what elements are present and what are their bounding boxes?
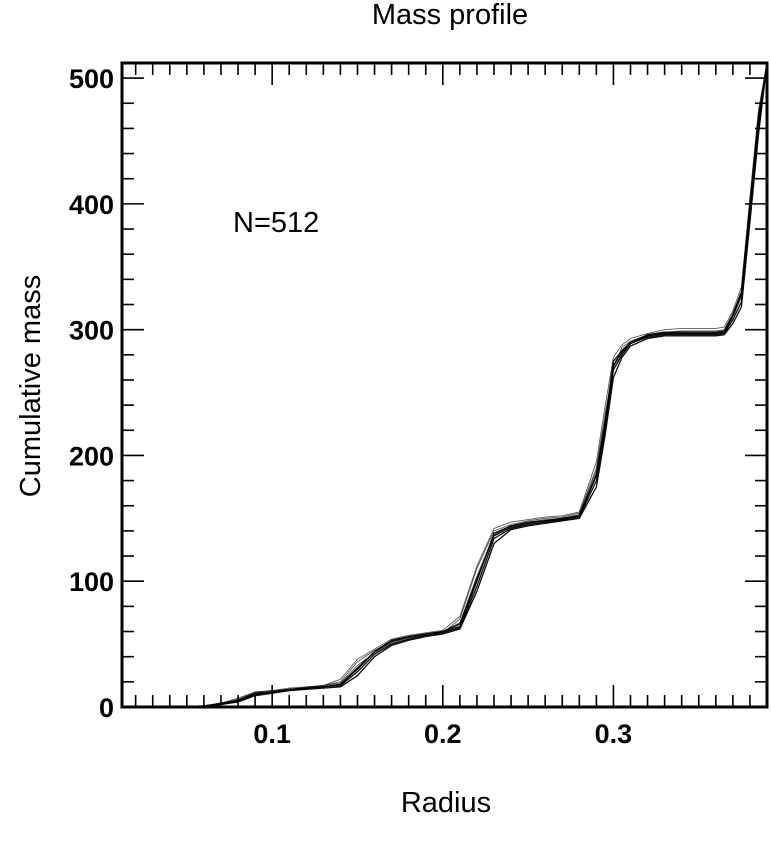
x-tick-label: 0.3	[595, 719, 633, 749]
y-axis-label: Cumulative mass	[15, 275, 47, 497]
series-line	[122, 62, 768, 707]
x-axis-label: Radius	[401, 787, 491, 819]
series-lines	[122, 62, 768, 707]
series-line	[122, 62, 768, 707]
y-tick-label: 400	[69, 190, 114, 220]
tick-labels: 0.1 0.2 0.3 0 100 200 300 400 500	[69, 64, 632, 749]
series-line	[122, 62, 768, 707]
y-tick-label: 0	[99, 693, 114, 723]
plot-border	[120, 61, 769, 709]
x-tick-label: 0.2	[424, 719, 462, 749]
y-tick-label: 200	[69, 441, 114, 471]
y-tick-label: 500	[69, 64, 114, 94]
chart-title: Mass profile	[372, 0, 528, 31]
series-line	[122, 62, 768, 707]
plot-frame	[120, 61, 769, 709]
x-tick-label: 0.1	[253, 719, 291, 749]
y-tick-label: 300	[69, 316, 114, 346]
series-line	[122, 62, 768, 707]
sample-size-annotation: N=512	[233, 207, 319, 239]
y-tick-label: 100	[69, 567, 114, 597]
series-line	[122, 62, 768, 707]
minor-ticks	[122, 63, 767, 707]
series-line	[122, 62, 768, 707]
